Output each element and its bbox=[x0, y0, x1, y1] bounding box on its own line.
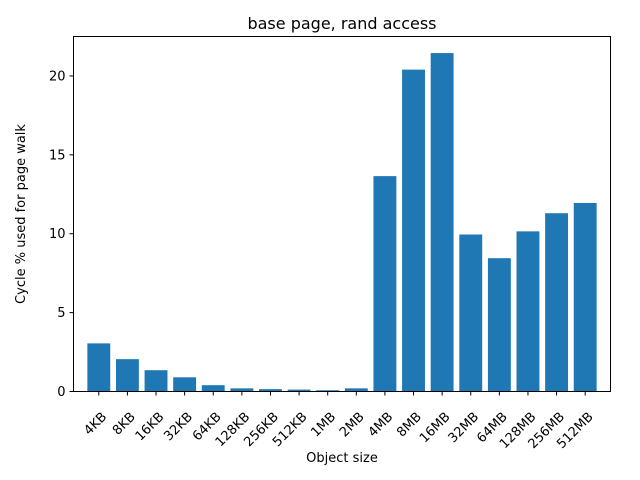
x-tick-label: 16KB bbox=[133, 410, 168, 445]
y-axis-label: Cycle % used for page walk bbox=[14, 124, 29, 304]
chart-title: base page, rand access bbox=[247, 14, 436, 33]
x-tick-label: 32KB bbox=[161, 410, 196, 445]
x-tick-label: 4MB bbox=[366, 410, 397, 441]
bar-64MB bbox=[487, 258, 511, 392]
x-axis: 4KB 8KB16KB32KB64KB128KB256KB512KB1MB2MB4… bbox=[81, 391, 597, 452]
bar-256KB bbox=[259, 389, 282, 392]
bar-4KB bbox=[87, 343, 111, 392]
x-axis-label: Object size bbox=[306, 451, 378, 466]
y-tick-label: 0 bbox=[57, 385, 65, 400]
x-tick-label: 16MB bbox=[417, 410, 454, 447]
x-tick-label: 4KB bbox=[81, 410, 110, 439]
x-tick-label: 2MB bbox=[337, 410, 368, 441]
bar-64KB bbox=[201, 385, 225, 392]
bar-256MB bbox=[545, 213, 569, 392]
bar-2MB bbox=[344, 388, 368, 392]
bar-32KB bbox=[173, 377, 197, 392]
bar-128KB bbox=[230, 388, 254, 392]
x-tick-label: 1MB bbox=[308, 410, 339, 441]
bar-32MB bbox=[459, 234, 483, 392]
bar-8KB bbox=[115, 359, 139, 392]
bar-512KB bbox=[287, 389, 311, 392]
bar-512MB bbox=[573, 202, 597, 392]
x-tick-label: 32MB bbox=[446, 410, 483, 447]
bar-128MB bbox=[516, 231, 540, 392]
y-tick-label: 15 bbox=[49, 148, 66, 163]
bar-4MB bbox=[373, 176, 397, 392]
bar-16MB bbox=[430, 53, 454, 392]
bar-8MB bbox=[402, 69, 425, 392]
y-tick-label: 20 bbox=[49, 69, 66, 84]
plot-frame bbox=[73, 36, 611, 392]
y-tick-label: 10 bbox=[49, 227, 66, 242]
bar-1MB bbox=[316, 390, 340, 392]
bars-group bbox=[87, 53, 597, 392]
y-tick-label: 5 bbox=[57, 306, 65, 321]
bar-16KB bbox=[144, 370, 168, 392]
y-axis: 0 5 10 15 20 bbox=[49, 69, 74, 400]
